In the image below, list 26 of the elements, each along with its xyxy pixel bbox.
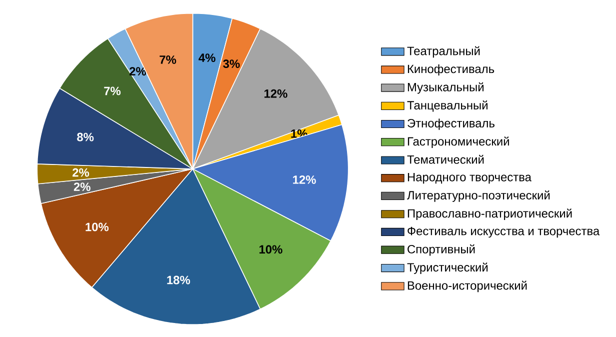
legend-label: Танцевальный: [407, 100, 488, 112]
data-label: 7%: [104, 86, 121, 96]
data-label: 2%: [74, 182, 90, 191]
legend-label: Тематический: [407, 154, 484, 164]
data-label: 12%: [264, 89, 288, 98]
data-label: 8%: [77, 132, 94, 142]
legend-label: Литературно-поэтический: [407, 190, 550, 202]
legend-label: Народного творчества: [408, 172, 532, 184]
legend-label: Театральный: [407, 46, 480, 58]
legend-label: Фестиваль искусства и творчества: [408, 226, 600, 238]
legend-label: Военно-исторический: [408, 280, 527, 292]
data-label: 3%: [223, 59, 240, 68]
data-label: 10%: [259, 245, 282, 254]
legend-label: Кинофестиваль: [408, 64, 494, 76]
data-label: 4%: [198, 54, 216, 62]
data-label: 7%: [160, 55, 176, 64]
data-label: 2%: [72, 168, 90, 177]
data-label: 18%: [167, 276, 190, 284]
data-label: 12%: [293, 175, 316, 184]
legend-label: Гастрономический: [408, 136, 509, 148]
legend-label: Спортивный: [408, 244, 475, 256]
data-label: 10%: [86, 222, 109, 232]
legend-label: Музыкальный: [408, 82, 484, 94]
legend-label: Туристический: [407, 262, 488, 274]
legend-label: Православно-патриотический: [408, 208, 572, 220]
legend-label: Этнофестиваль: [408, 118, 494, 130]
